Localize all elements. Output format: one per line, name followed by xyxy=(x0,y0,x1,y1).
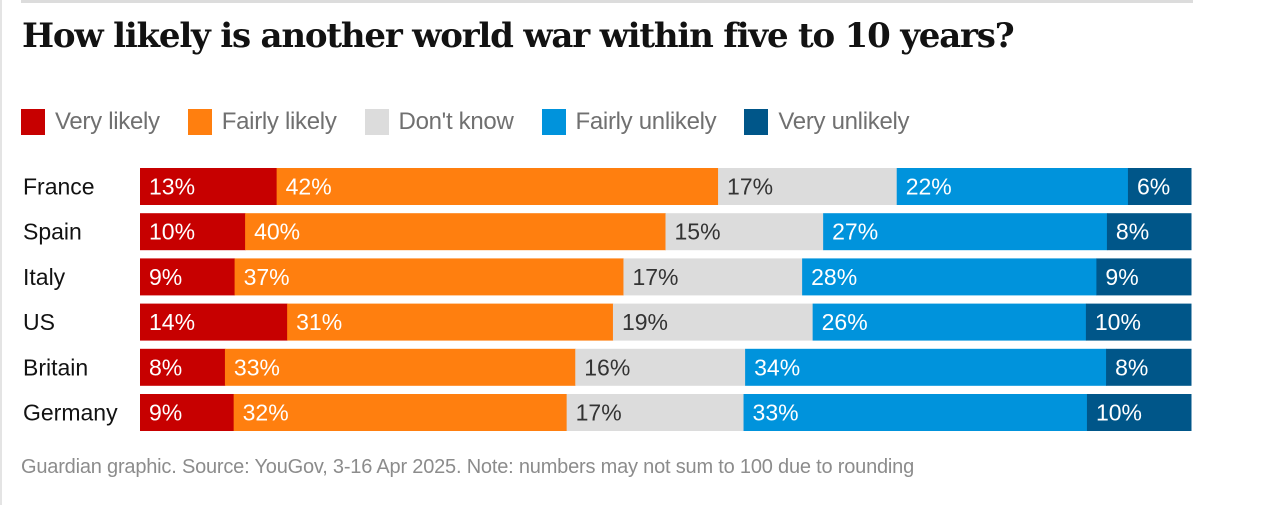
bar-segment-don-t-know xyxy=(612,303,814,341)
bar-segment-very-likely xyxy=(140,168,278,205)
bar-segment-very-likely xyxy=(140,258,236,296)
data-label: 42% xyxy=(286,174,332,200)
data-label: 6% xyxy=(1137,174,1170,200)
bar-segment-fairly-unlikely xyxy=(812,303,1087,341)
bar-row-us: US 14% 31% 19% 26% 10% xyxy=(23,303,1192,341)
data-label: 26% xyxy=(822,309,868,335)
bar-segment-fairly-unlikely xyxy=(896,168,1129,205)
data-label: 17% xyxy=(727,174,773,200)
bar-row-germany: Germany 9% 32% 17% 33% 10% xyxy=(23,394,1192,431)
category-label: Britain xyxy=(23,354,88,380)
chart-title: How likely is another world war within f… xyxy=(22,16,1015,56)
source-note: Guardian graphic. Source: YouGov, 3-16 A… xyxy=(21,456,915,478)
category-label: Germany xyxy=(23,400,118,426)
data-label: 19% xyxy=(622,309,668,335)
bar-segment-very-likely xyxy=(140,348,226,386)
legend-item-very-unlikely: Very unlikely xyxy=(744,108,910,136)
bar-segment-fairly-likely xyxy=(234,258,624,296)
data-label: 13% xyxy=(149,174,195,200)
legend-label: Fairly likely xyxy=(221,108,337,135)
bar-segment-fairly-likely xyxy=(276,168,719,205)
data-label: 17% xyxy=(576,400,622,426)
data-label: 31% xyxy=(296,309,342,335)
data-label: 33% xyxy=(234,354,280,380)
bar-segment-don-t-know xyxy=(566,394,745,431)
bar-segment-very-unlikely xyxy=(1085,303,1192,341)
bar-segment-very-unlikely xyxy=(1086,394,1192,431)
category-label: Spain xyxy=(23,219,82,245)
legend-swatch xyxy=(541,109,566,135)
data-label: 9% xyxy=(149,400,182,426)
legend-item-fairly-likely: Fairly likely xyxy=(187,108,337,136)
legend-label: Very unlikely xyxy=(778,108,910,135)
bar-segment-very-likely xyxy=(140,303,288,341)
data-label: 22% xyxy=(906,174,952,200)
legend: Very likely Fairly likely Don't know Fai… xyxy=(21,108,937,136)
bar-segment-fairly-unlikely xyxy=(802,258,1097,296)
bar-segment-very-unlikely xyxy=(1127,168,1192,205)
bar-row-britain: Britain 8% 33% 16% 34% 8% xyxy=(23,348,1192,386)
bar-segment-don-t-know xyxy=(665,213,824,251)
legend-item-very-likely: Very likely xyxy=(21,108,160,136)
bar-segment-fairly-likely xyxy=(245,213,666,251)
bar-segment-fairly-unlikely xyxy=(743,394,1088,431)
bar-segment-fairly-unlikely xyxy=(745,348,1107,386)
bar-row-italy: Italy 9% 37% 17% 28% 9% xyxy=(23,258,1192,296)
legend-swatch xyxy=(187,109,212,135)
data-label: 10% xyxy=(149,219,195,245)
bar-segment-don-t-know xyxy=(623,258,803,296)
data-label: 9% xyxy=(149,264,182,290)
data-label: 33% xyxy=(753,400,799,426)
legend-label: Don't know xyxy=(398,108,514,135)
bar-segment-very-likely xyxy=(140,394,235,431)
legend-swatch xyxy=(364,109,389,135)
bar-segment-very-unlikely xyxy=(1096,258,1192,296)
data-label: 8% xyxy=(1116,219,1149,245)
legend-swatch xyxy=(21,109,45,135)
category-label: Italy xyxy=(23,264,66,290)
data-label: 8% xyxy=(1115,354,1148,380)
data-label: 40% xyxy=(254,219,300,245)
top-rule xyxy=(21,0,1193,3)
legend-label: Very likely xyxy=(55,108,160,135)
legend-item-dont-know: Don't know xyxy=(364,108,514,136)
category-label: France xyxy=(23,174,95,200)
data-label: 9% xyxy=(1105,264,1138,290)
data-label: 16% xyxy=(584,354,630,380)
data-label: 32% xyxy=(243,400,289,426)
data-label: 28% xyxy=(811,264,857,290)
bar-segment-very-unlikely xyxy=(1106,348,1192,386)
data-label: 27% xyxy=(832,219,878,245)
bar-segment-fairly-likely xyxy=(224,348,576,386)
bar-row-spain: Spain 10% 40% 15% 27% 8% xyxy=(23,213,1192,251)
legend-item-fairly-unlikely: Fairly unlikely xyxy=(541,108,717,136)
data-label: 15% xyxy=(675,219,721,245)
data-label: 14% xyxy=(149,309,195,335)
bar-segment-fairly-likely xyxy=(233,394,568,431)
data-label: 37% xyxy=(244,264,290,290)
data-label: 17% xyxy=(632,264,678,290)
bar-segment-very-likely xyxy=(140,213,246,251)
data-label: 34% xyxy=(754,354,800,380)
bar-segment-fairly-unlikely xyxy=(823,213,1108,251)
bar-segment-very-unlikely xyxy=(1106,213,1192,251)
data-label: 10% xyxy=(1096,400,1142,426)
data-label: 10% xyxy=(1095,309,1141,335)
category-label: US xyxy=(23,309,55,335)
bar-row-france: France 13% 42% 17% 22% 6% xyxy=(23,168,1192,205)
legend-swatch xyxy=(744,109,769,135)
bar-segment-don-t-know xyxy=(718,168,898,205)
bar-segment-fairly-likely xyxy=(287,303,614,341)
left-border xyxy=(0,0,2,505)
legend-label: Fairly unlikely xyxy=(575,108,717,135)
bar-segment-don-t-know xyxy=(575,348,746,386)
data-label: 8% xyxy=(149,354,182,380)
